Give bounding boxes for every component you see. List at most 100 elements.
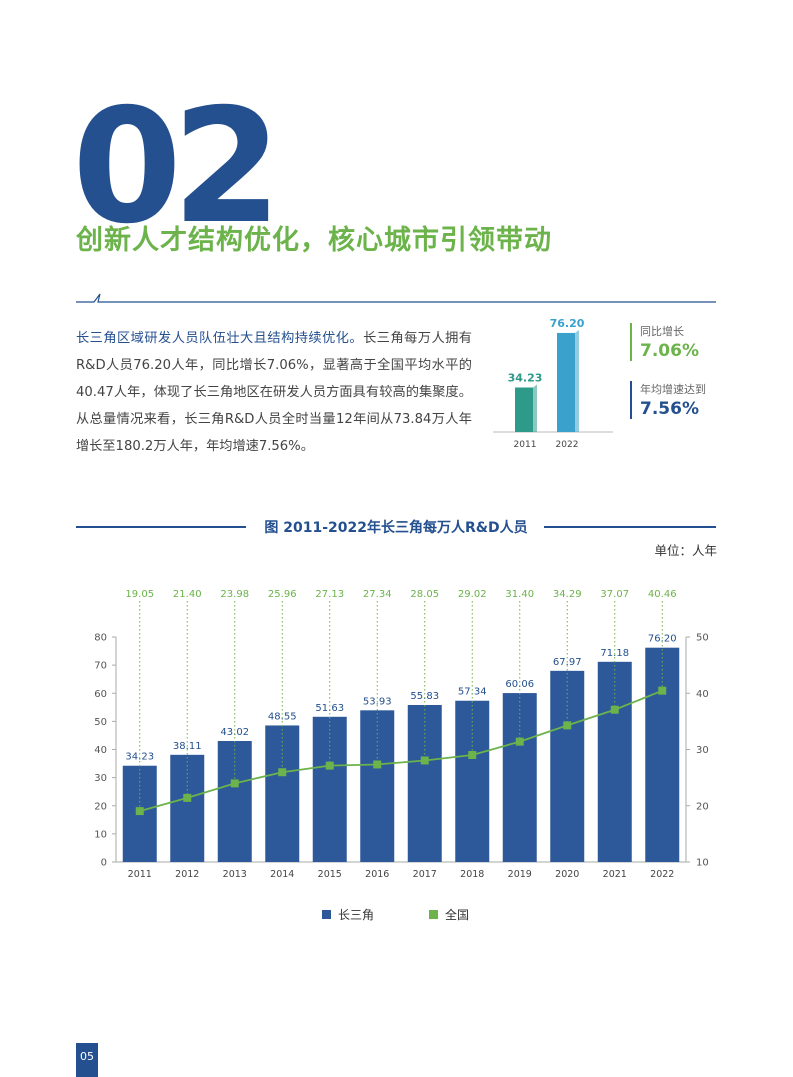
line-label-2021: 37.07	[600, 589, 629, 600]
line-label-2015: 27.13	[315, 589, 344, 600]
bar-2013	[217, 741, 252, 862]
national-point-2016	[373, 760, 382, 769]
line-label-2014: 25.96	[268, 589, 297, 600]
national-point-2022	[658, 686, 667, 695]
national-point-2015	[325, 761, 334, 770]
line-label-2022: 40.46	[648, 589, 677, 600]
intro-highlight: 长三角区域研发人员队伍壮大且结构持续优化。	[76, 331, 364, 346]
national-point-2021	[610, 705, 619, 714]
bar-2022	[645, 647, 680, 862]
bar-label-2017: 55.83	[410, 691, 439, 702]
y-right-tick-label: 10	[696, 858, 709, 869]
line-label-2018: 29.02	[458, 589, 487, 600]
bar-label-2015: 51.63	[315, 703, 344, 714]
bar-label-2013: 43.02	[220, 727, 249, 738]
bar-2020	[550, 670, 585, 862]
line-label-2013: 23.98	[220, 589, 249, 600]
bar-2016	[360, 710, 395, 862]
intro-paragraph: 长三角区域研发人员队伍壮大且结构持续优化。长三角每万人拥有R&D人员76.20人…	[76, 325, 472, 460]
national-point-2018	[468, 751, 477, 760]
bar-label-2014: 48.55	[268, 711, 297, 722]
intro-divider	[76, 293, 716, 303]
y-left-tick-label: 0	[101, 858, 107, 869]
mini-bar-chart: 34.23 2011 76.20 2022	[493, 317, 613, 450]
line-label-2011: 19.05	[125, 589, 154, 600]
bar-label-2018: 57.34	[458, 687, 487, 698]
line-label-2016: 27.34	[363, 589, 392, 600]
chart-title: 图 2011-2022年长三角每万人R&D人员	[264, 520, 528, 536]
bar-label-2019: 60.06	[505, 679, 534, 690]
y-right-tick-label: 30	[696, 745, 709, 756]
mini-bar-2022	[557, 332, 575, 432]
y-left-tick-label: 20	[94, 801, 107, 812]
national-point-2014	[278, 768, 287, 777]
x-tick-2022: 2022	[650, 869, 674, 880]
bar-2012	[170, 754, 205, 862]
legend-swatch-bar	[322, 910, 331, 919]
mini-bar-side-2011	[533, 384, 537, 432]
chart-title-row: 图 2011-2022年长三角每万人R&D人员	[76, 516, 716, 538]
x-tick-2013: 2013	[223, 869, 247, 880]
stat-yoy: 同比增长 7.06%	[630, 323, 699, 361]
y-right-tick-label: 20	[696, 801, 709, 812]
mini-year-2022: 2022	[556, 440, 579, 450]
section-number: 02	[72, 75, 282, 259]
y-left-tick-label: 60	[94, 689, 107, 700]
x-tick-2019: 2019	[508, 869, 532, 880]
x-tick-2018: 2018	[460, 869, 484, 880]
bar-2015	[312, 716, 347, 862]
legend-label-line: 全国	[445, 907, 469, 922]
mini-bar-label-2011: 34.23	[508, 372, 543, 385]
national-point-2020	[563, 721, 572, 730]
y-left-tick-label: 70	[94, 661, 107, 672]
title-rule-left	[76, 526, 246, 528]
legend-label-bar: 长三角	[338, 908, 374, 922]
bar-label-2022: 76.20	[648, 634, 677, 645]
stat-yoy-value: 7.06%	[640, 341, 699, 361]
x-tick-2015: 2015	[318, 869, 342, 880]
bar-2014	[265, 725, 300, 862]
mini-bar-2011	[515, 387, 533, 432]
stat-cagr-label: 年均增速达到	[640, 383, 706, 396]
main-chart: 01020304050607080102030405034.23201119.0…	[94, 589, 709, 922]
section-title: 创新人才结构优化，核心城市引领带动	[76, 225, 552, 256]
bar-2018	[455, 700, 490, 862]
y-left-tick-label: 40	[94, 745, 107, 756]
x-tick-2012: 2012	[175, 869, 199, 880]
mini-year-2011: 2011	[514, 440, 537, 450]
x-tick-2014: 2014	[270, 869, 294, 880]
y-left-tick-label: 30	[94, 773, 107, 784]
x-tick-2021: 2021	[603, 869, 627, 880]
y-left-tick-label: 10	[94, 829, 107, 840]
national-point-2012	[183, 793, 192, 802]
x-tick-2016: 2016	[365, 869, 389, 880]
y-right-tick-label: 50	[696, 633, 709, 644]
national-line	[139, 689, 663, 812]
national-point-2013	[230, 779, 239, 788]
page-number: 05	[76, 1043, 98, 1077]
mini-bar-side-2022	[575, 329, 579, 432]
line-label-2019: 31.40	[505, 589, 534, 600]
stat-cagr: 年均增速达到 7.56%	[630, 381, 706, 419]
y-left-tick-label: 50	[94, 717, 107, 728]
line-label-2017: 28.05	[410, 589, 439, 600]
y-left-tick-label: 80	[94, 633, 107, 644]
national-point-2011	[135, 807, 144, 816]
mini-bar-label-2022: 76.20	[550, 317, 585, 330]
line-label-2012: 21.40	[173, 589, 202, 600]
intro-body: 长三角每万人拥有R&D人员76.20人年，同比增长7.06%，显著高于全国平均水…	[76, 331, 472, 454]
line-label-2020: 34.29	[553, 589, 582, 600]
stat-cagr-value: 7.56%	[640, 399, 699, 419]
x-tick-2017: 2017	[413, 869, 437, 880]
legend-swatch-line	[429, 910, 438, 919]
national-point-2019	[515, 737, 524, 746]
title-rule-right	[544, 526, 716, 528]
bar-2017	[407, 704, 442, 862]
national-point-2017	[420, 756, 429, 765]
x-tick-2011: 2011	[128, 869, 152, 880]
stat-yoy-label: 同比增长	[640, 325, 684, 338]
x-tick-2020: 2020	[555, 869, 579, 880]
y-right-tick-label: 40	[696, 689, 709, 700]
bar-2021	[597, 661, 632, 862]
unit-label: 单位：人年	[654, 543, 717, 558]
